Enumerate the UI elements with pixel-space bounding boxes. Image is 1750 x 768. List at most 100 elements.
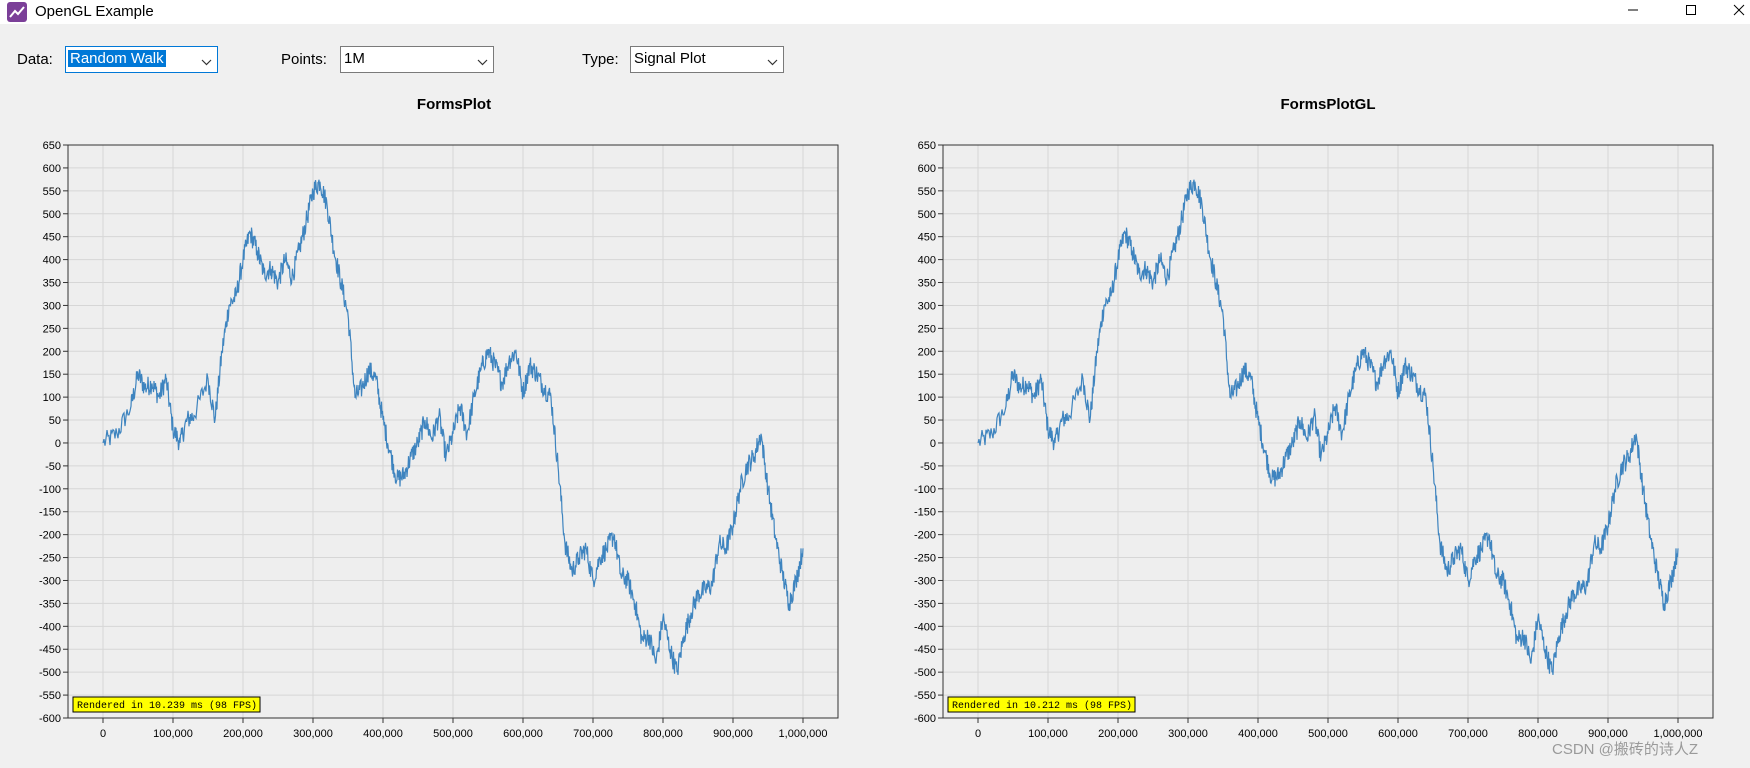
points-label: Points: (281, 51, 327, 68)
formsplotgl-chart[interactable]: 650600550500450400350300250200150100500-… (905, 140, 1725, 755)
x-tick-label: 400,000 (363, 728, 403, 740)
data-select[interactable]: Random Walk (65, 46, 218, 73)
y-tick-label: -450 (39, 644, 61, 656)
formsplot-chart[interactable]: 650600550500450400350300250200150100500-… (30, 140, 850, 755)
x-tick-label: 500,000 (433, 728, 473, 740)
y-tick-label: -50 (920, 461, 936, 473)
y-tick-label: 400 (918, 255, 936, 267)
x-tick-label: 1,000,000 (779, 728, 828, 740)
points-select[interactable]: 1M (340, 46, 494, 73)
y-tick-label: 650 (43, 140, 61, 152)
y-tick-label: -350 (914, 598, 936, 610)
y-tick-label: -200 (914, 530, 936, 542)
benchmark-label: Rendered in 10.239 ms (98 FPS) (77, 700, 257, 712)
y-tick-label: -350 (39, 598, 61, 610)
y-tick-label: 200 (43, 346, 61, 358)
y-tick-label: 150 (43, 369, 61, 381)
series-line (977, 179, 1679, 675)
x-tick-label: 900,000 (713, 728, 753, 740)
minimize-button[interactable] (1610, 0, 1656, 24)
y-tick-label: -50 (45, 461, 61, 473)
y-tick-label: -100 (39, 484, 61, 496)
y-tick-label: -550 (39, 690, 61, 702)
x-tick-label: 700,000 (573, 728, 613, 740)
x-tick-label: 100,000 (1028, 728, 1068, 740)
x-tick-label: 600,000 (503, 728, 543, 740)
y-tick-label: 350 (918, 278, 936, 290)
y-tick-label: 350 (43, 278, 61, 290)
y-tick-label: -300 (39, 575, 61, 587)
series-line (102, 179, 804, 675)
maximize-icon (1685, 3, 1697, 21)
y-tick-label: -400 (39, 621, 61, 633)
type-select[interactable]: Signal Plot (630, 46, 784, 73)
y-tick-label: 50 (49, 415, 61, 427)
y-tick-label: -600 (39, 713, 61, 725)
y-tick-label: -500 (39, 667, 61, 679)
benchmark-label: Rendered in 10.212 ms (98 FPS) (952, 700, 1132, 712)
data-select-value: Random Walk (68, 50, 166, 67)
y-tick-label: 100 (918, 392, 936, 404)
y-tick-label: 300 (918, 300, 936, 312)
data-label: Data: (17, 51, 53, 68)
maximize-button[interactable] (1668, 0, 1714, 24)
y-tick-label: 0 (55, 438, 61, 450)
y-tick-label: -300 (914, 575, 936, 587)
minimize-icon (1627, 3, 1639, 21)
x-tick-label: 0 (975, 728, 981, 740)
y-tick-label: 450 (43, 232, 61, 244)
plot-frame (942, 144, 1714, 719)
y-tick-label: 250 (918, 323, 936, 335)
y-tick-label: 600 (918, 163, 936, 175)
y-tick-label: -450 (914, 644, 936, 656)
plot-title-formsplotgl: FormsPlotGL (1280, 96, 1376, 113)
y-tick-label: -150 (914, 507, 936, 519)
y-tick-label: 50 (924, 415, 936, 427)
chevron-down-icon (767, 54, 778, 71)
x-tick-label: 800,000 (643, 728, 683, 740)
y-tick-label: -100 (914, 484, 936, 496)
plot-title-formsplot: FormsPlot (416, 96, 492, 113)
watermark: CSDN @搬砖的诗人Z (1552, 741, 1699, 758)
window-title: OpenGL Example (35, 3, 154, 20)
x-tick-label: 300,000 (293, 728, 333, 740)
plot-frame (67, 144, 839, 719)
benchmark-box (72, 696, 261, 713)
chart-line-icon (7, 2, 27, 22)
y-tick-label: 300 (43, 300, 61, 312)
x-tick-label: 0 (100, 728, 106, 740)
type-select-value: Signal Plot (634, 50, 706, 67)
x-tick-label: 500,000 (1308, 728, 1348, 740)
chevron-down-icon (201, 54, 212, 71)
y-tick-label: -200 (39, 530, 61, 542)
close-icon (1733, 3, 1745, 21)
y-tick-label: 200 (918, 346, 936, 358)
y-tick-label: -250 (39, 553, 61, 565)
type-label: Type: (582, 51, 619, 68)
y-tick-label: 150 (918, 369, 936, 381)
y-tick-label: -400 (914, 621, 936, 633)
x-tick-label: 800,000 (1518, 728, 1558, 740)
y-tick-label: -600 (914, 713, 936, 725)
x-tick-label: 100,000 (153, 728, 193, 740)
x-tick-label: 900,000 (1588, 728, 1628, 740)
y-tick-label: 250 (43, 323, 61, 335)
benchmark-box (947, 696, 1136, 713)
y-tick-label: 500 (43, 209, 61, 221)
y-tick-label: 400 (43, 255, 61, 267)
x-tick-label: 700,000 (1448, 728, 1488, 740)
x-tick-label: 200,000 (223, 728, 263, 740)
y-tick-label: -500 (914, 667, 936, 679)
x-tick-label: 400,000 (1238, 728, 1278, 740)
y-tick-label: -250 (914, 553, 936, 565)
y-tick-label: 450 (918, 232, 936, 244)
x-tick-label: 200,000 (1098, 728, 1138, 740)
x-tick-label: 600,000 (1378, 728, 1418, 740)
x-tick-label: 1,000,000 (1654, 728, 1703, 740)
y-tick-label: 0 (930, 438, 936, 450)
y-tick-label: -150 (39, 507, 61, 519)
close-button[interactable] (1724, 0, 1750, 24)
x-tick-label: 300,000 (1168, 728, 1208, 740)
y-tick-label: 550 (43, 186, 61, 198)
y-tick-label: -550 (914, 690, 936, 702)
